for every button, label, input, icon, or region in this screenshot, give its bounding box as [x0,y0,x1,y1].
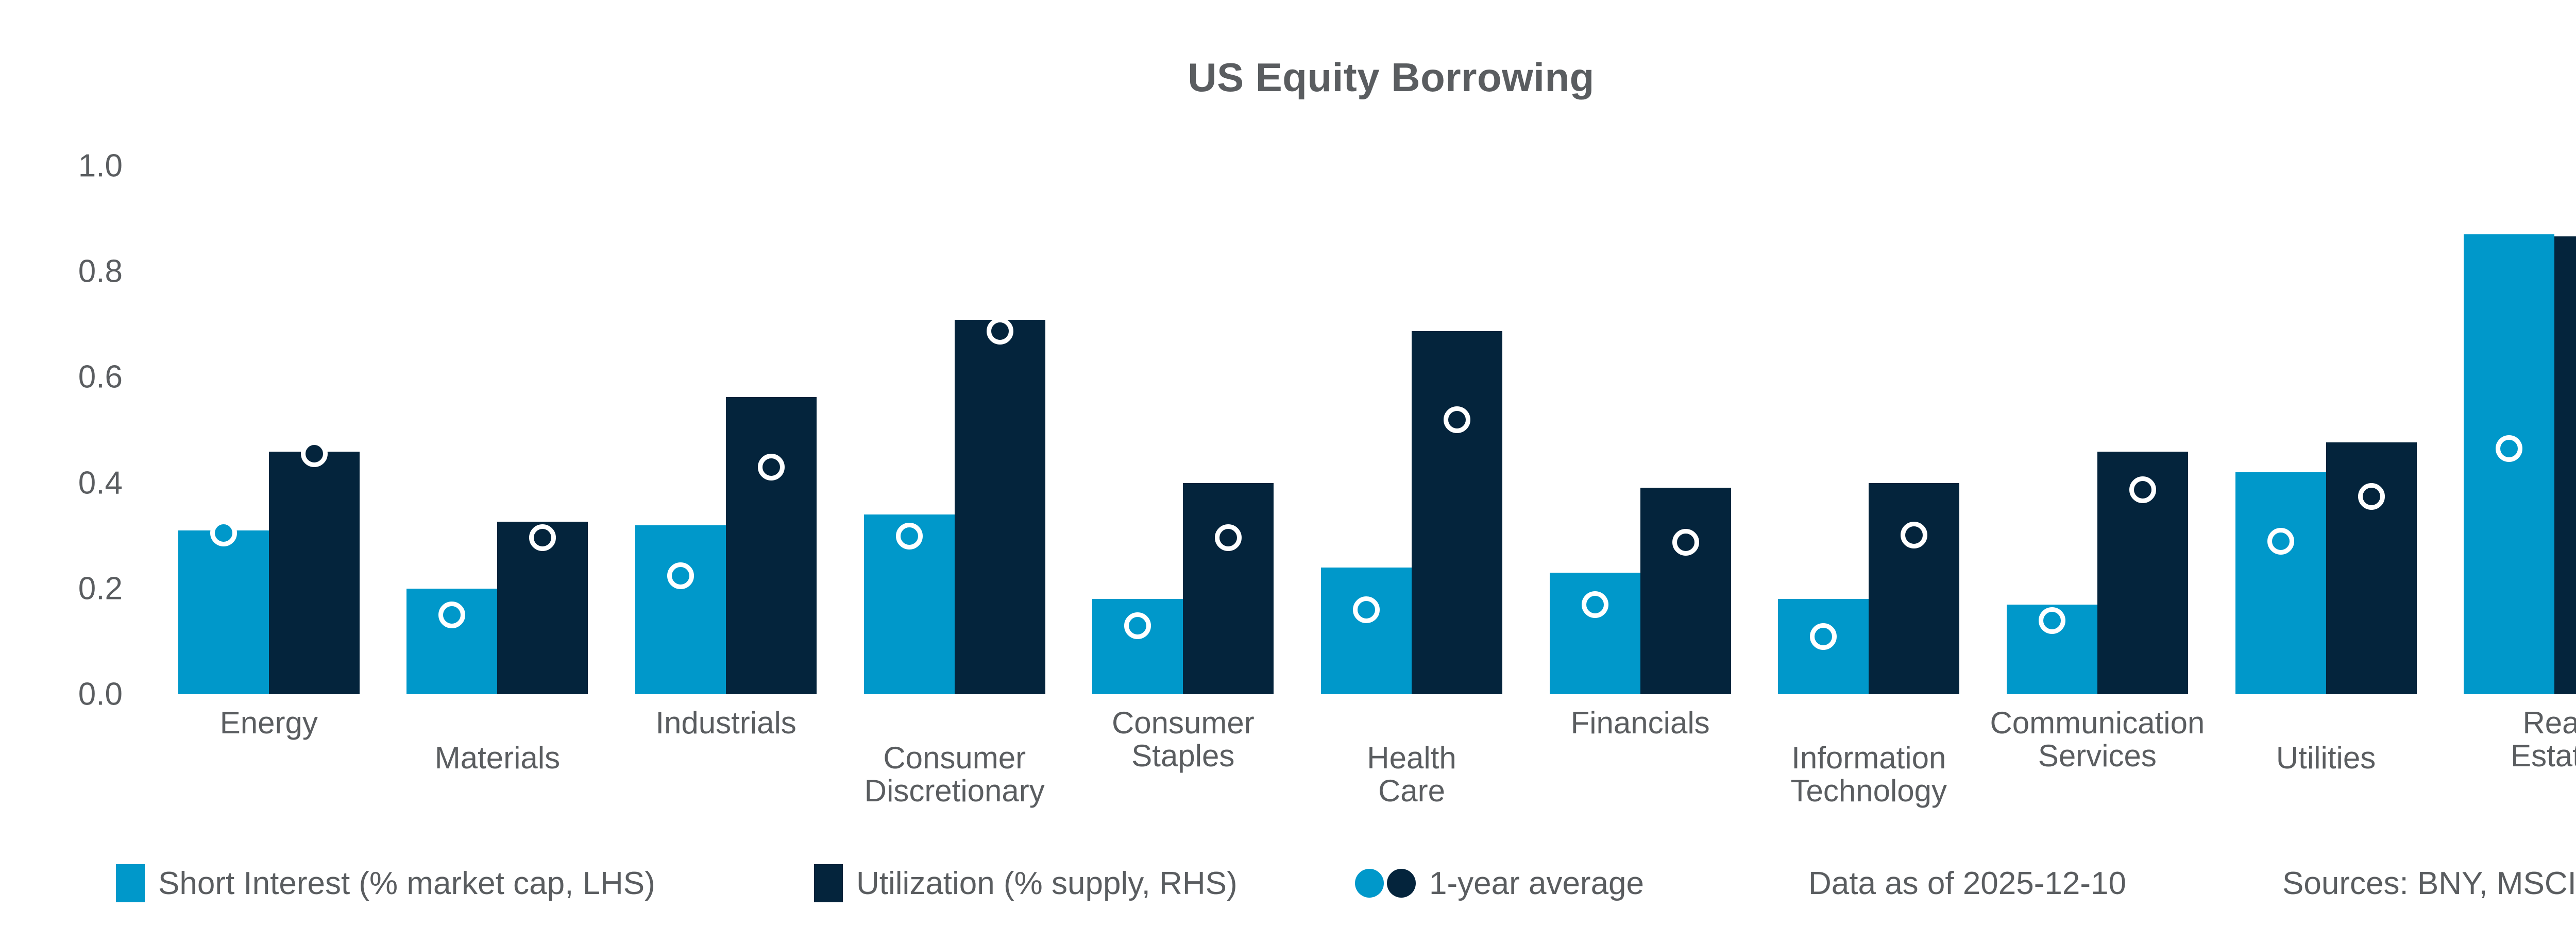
bar-utilization[interactable] [954,320,1045,694]
x-axis-label: Consumer Discretionary [864,741,1045,808]
x-axis-label: Information Technology [1790,741,1947,808]
bar-group [635,166,817,694]
chart-title: US Equity Borrowing [1188,55,1595,100]
legend-label-short-interest: Short Interest (% market cap, LHS) [158,865,655,901]
bar-utilization[interactable] [1183,483,1274,694]
marker-avg-utilization [1444,406,1470,433]
x-axis-label: Utilities [2276,741,2376,775]
marker-avg-utilization [1901,522,1928,549]
marker-avg-short-interest [2267,527,2294,555]
legend-item-utilization[interactable]: Utilization (% supply, RHS) [814,855,1238,912]
left-axis-tick: 0.6 [78,359,123,395]
bar-group [178,166,360,694]
marker-avg-short-interest [1353,596,1380,624]
bar-group [406,166,588,694]
marker-avg-short-interest [438,602,466,629]
marker-avg-short-interest [895,522,923,550]
bar-group [1092,166,1274,694]
data-as-of-label-text: Data as of 2025-12-10 [1808,865,2126,901]
left-axis-tick: 1.0 [78,148,123,184]
bar-utilization[interactable] [1412,331,1502,694]
x-axis-label: Industrials [655,706,796,740]
bar-short-interest[interactable] [635,525,726,694]
bar-group [1549,166,1731,694]
bar-short-interest[interactable] [1321,567,1412,694]
x-axis-label: Materials [434,741,561,775]
x-axis-label: Communication Services [1990,706,2205,773]
bar-short-interest[interactable] [2235,472,2326,694]
legend-swatch-utilization [814,864,843,902]
chart-legend: Short Interest (% market cap, LHS) Utiliz… [0,855,2576,912]
bar-group [1778,166,1960,694]
bar-group [863,166,1045,694]
marker-avg-utilization [2358,483,2385,510]
marker-avg-short-interest [1581,591,1608,618]
x-axis-label: Health Care [1367,741,1456,808]
left-axis-tick: 0.2 [78,571,123,607]
legend-swatch-short-interest [116,864,145,902]
marker-avg-short-interest [2038,607,2065,634]
bar-short-interest[interactable] [178,530,269,694]
bar-utilization[interactable] [1869,483,1960,694]
x-axis-label: Real Estate [2511,706,2576,773]
left-axis-tick: 0.0 [78,676,123,712]
x-axis-label: Energy [219,706,318,740]
marker-avg-utilization [300,440,328,467]
marker-avg-utilization [1672,528,1699,556]
x-axis-label: Financials [1570,706,1710,740]
marker-avg-utilization [758,454,785,481]
legend-dot-utilization [1387,869,1416,898]
bar-utilization[interactable] [1640,488,1731,694]
bar-utilization[interactable] [2554,236,2576,694]
data-as-of-label: Data as of 2025-12-10 [1808,855,2126,912]
x-axis-label: Consumer Staples [1111,706,1255,773]
marker-avg-utilization [986,318,1013,345]
left-axis-tick: 0.4 [78,465,123,501]
bar-group [2235,166,2417,694]
left-axis: 1.0 0.8 0.6 0.4 0.2 0.0 [0,0,155,927]
marker-avg-utilization [529,524,556,551]
bar-short-interest[interactable] [2464,234,2555,694]
marker-avg-utilization [2129,476,2156,504]
marker-avg-utilization [1215,524,1242,551]
bar-group [2006,166,2188,694]
marker-avg-short-interest [667,562,694,589]
bar-group [2464,166,2576,694]
marker-avg-short-interest [1124,612,1151,639]
bar-group [1321,166,1502,694]
sources-label: Sources: BNY, MSCI [2282,855,2576,912]
legend-dot-short-interest [1355,869,1384,898]
bar-utilization[interactable] [268,451,360,694]
plot-area [155,166,2576,694]
marker-avg-short-interest [1810,623,1837,650]
left-axis-tick: 0.8 [78,253,123,289]
sources-label-text: Sources: BNY, MSCI [2282,865,2576,901]
marker-avg-short-interest [210,520,237,547]
bar-utilization[interactable] [726,397,817,694]
marker-avg-short-interest [2496,435,2523,462]
legend-item-one-year-average[interactable]: 1-year average [1355,855,1644,912]
bar-utilization[interactable] [2326,442,2417,694]
legend-item-short-interest[interactable]: Short Interest (% market cap, LHS) [116,855,655,912]
legend-label-one-year-average: 1-year average [1429,865,1645,901]
legend-label-utilization: Utilization (% supply, RHS) [856,865,1238,901]
